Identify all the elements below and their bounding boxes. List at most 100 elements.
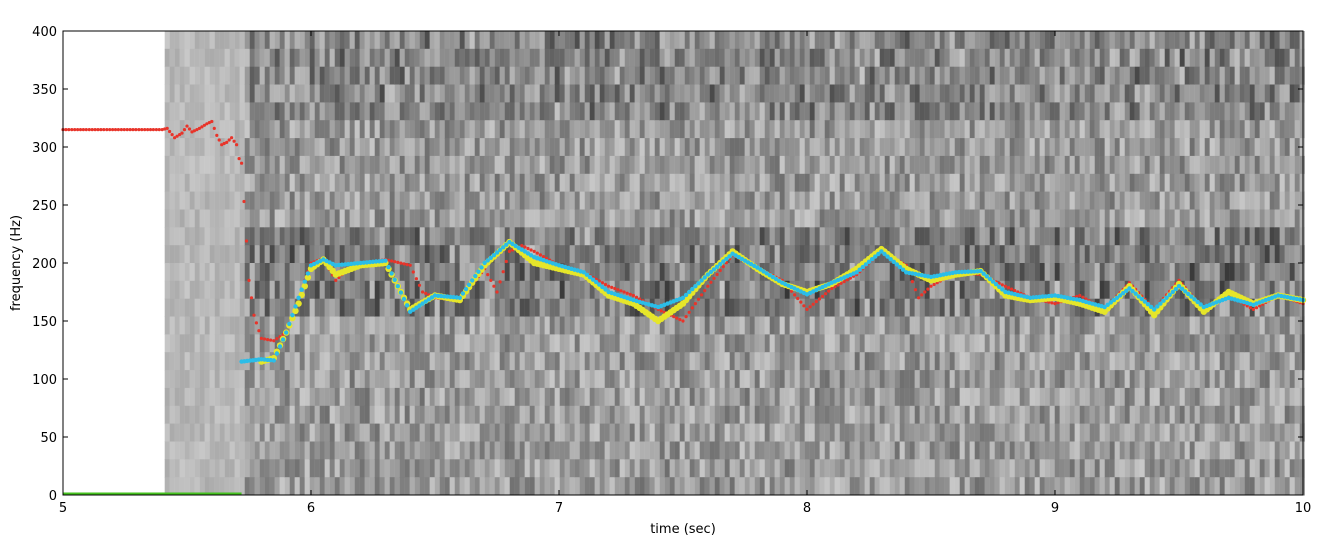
spectrogram-cell xyxy=(654,31,660,50)
spectrogram-cell xyxy=(249,316,255,335)
spectrogram-cell xyxy=(1079,423,1085,442)
spectrogram-cell xyxy=(629,316,635,335)
spectrogram-cell xyxy=(294,316,300,335)
spectrogram-cell xyxy=(1014,298,1020,317)
spectrogram-cell xyxy=(214,102,220,121)
spectrogram-cell xyxy=(499,423,505,442)
spectrogram-cell xyxy=(854,298,860,317)
spectrogram-cell xyxy=(919,459,925,478)
spectrogram-cell xyxy=(1094,263,1100,282)
spectrogram-cell xyxy=(904,298,910,317)
spectrogram-cell xyxy=(689,120,695,139)
spectrogram-cell xyxy=(854,173,860,193)
spectrogram-cell xyxy=(184,316,190,335)
spectrogram-cell xyxy=(544,387,550,407)
spectrogram-cell xyxy=(1104,209,1110,228)
spectrogram-cell xyxy=(464,48,470,68)
spectrogram-cell xyxy=(594,102,600,121)
spectrogram-cell xyxy=(544,423,550,442)
spectrogram-cell xyxy=(454,405,460,425)
spectrogram-cell xyxy=(804,334,810,353)
spectrogram-cell xyxy=(219,334,225,353)
spectrogram-cell xyxy=(549,245,555,264)
spectrogram-cell xyxy=(524,227,530,246)
spectrogram-cell xyxy=(1089,387,1095,407)
spectrogram-cell xyxy=(949,209,955,228)
spectrogram-cell xyxy=(529,441,535,460)
spectrogram-cell xyxy=(699,441,705,460)
spectrogram-cell xyxy=(719,423,725,442)
spectrogram-cell xyxy=(574,102,580,121)
spectrogram-cell xyxy=(459,84,465,103)
spectrogram-cell xyxy=(1004,138,1010,157)
spectrogram-cell xyxy=(699,155,705,175)
spectrogram-cell xyxy=(339,155,345,175)
spectrogram-cell xyxy=(564,120,570,139)
spectrogram-cell xyxy=(309,387,315,407)
spectrogram-cell xyxy=(204,459,210,478)
spectrogram-cell xyxy=(254,441,260,460)
spectrogram-cell xyxy=(534,48,540,68)
spectrogram-cell xyxy=(384,66,390,85)
spectrogram-cell xyxy=(719,191,725,210)
spectrogram-cell xyxy=(584,370,590,389)
spectrogram-cell xyxy=(909,48,915,68)
spectrogram-cell xyxy=(789,370,795,389)
spectrogram-cell xyxy=(749,370,755,389)
spectrogram-cell xyxy=(989,352,995,371)
spectrogram-cell xyxy=(1049,441,1055,460)
spectrogram-cell xyxy=(659,120,665,139)
spectrogram-cell xyxy=(1069,66,1075,85)
spectrogram-cell xyxy=(419,441,425,460)
spectrogram-cell xyxy=(459,298,465,317)
spectrogram-cell xyxy=(739,316,745,335)
spectrogram-cell xyxy=(709,298,715,317)
spectrogram-cell xyxy=(369,66,375,85)
spectrogram-cell xyxy=(959,138,965,157)
spectrogram-cell xyxy=(1104,155,1110,175)
spectrogram-cell xyxy=(349,66,355,85)
spectrogram-cell xyxy=(244,263,250,282)
spectrogram-cell xyxy=(584,48,590,68)
spectrogram-cell xyxy=(209,120,215,139)
spectrogram-cell xyxy=(264,209,270,228)
spectrogram-cell xyxy=(1069,477,1075,496)
spectrogram-cell xyxy=(324,138,330,157)
spectrogram-cell xyxy=(354,280,360,300)
spectrogram-cell xyxy=(834,120,840,139)
spectrogram-cell xyxy=(229,298,235,317)
spectrogram-cell xyxy=(254,477,260,496)
spectrogram-cell xyxy=(369,263,375,282)
spectrogram-cell xyxy=(604,209,610,228)
spectrogram-cell xyxy=(629,102,635,121)
spectrogram-cell xyxy=(834,191,840,210)
spectrogram-cell xyxy=(994,334,1000,353)
spectrogram-cell xyxy=(629,138,635,157)
spectrogram-cell xyxy=(939,66,945,85)
spectrogram-cell xyxy=(559,370,565,389)
spectrogram-cell xyxy=(1024,298,1030,317)
spectrogram-cell xyxy=(739,66,745,85)
spectrogram-cell xyxy=(1019,477,1025,496)
spectrogram-cell xyxy=(1064,441,1070,460)
spectrogram-cell xyxy=(944,209,950,228)
spectrogram-cell xyxy=(1104,352,1110,371)
spectrogram-cell xyxy=(714,334,720,353)
spectrogram-cell xyxy=(859,209,865,228)
spectrogram-cell xyxy=(484,334,490,353)
spectrogram-cell xyxy=(764,280,770,300)
spectrogram-cell xyxy=(174,48,180,68)
spectrogram-cell xyxy=(719,138,725,157)
spectrogram-cell xyxy=(859,316,865,335)
spectrogram-cell xyxy=(909,387,915,407)
spectrogram-cell xyxy=(814,423,820,442)
spectrogram-cell xyxy=(439,316,445,335)
spectrogram-cell xyxy=(354,423,360,442)
spectrogram-cell xyxy=(579,387,585,407)
spectrogram-cell xyxy=(754,138,760,157)
spectrogram-cell xyxy=(879,263,885,282)
spectrogram-cell xyxy=(989,298,995,317)
spectrogram-cell xyxy=(479,120,485,139)
spectrogram-cell xyxy=(914,245,920,264)
spectrogram-cell xyxy=(929,155,935,175)
